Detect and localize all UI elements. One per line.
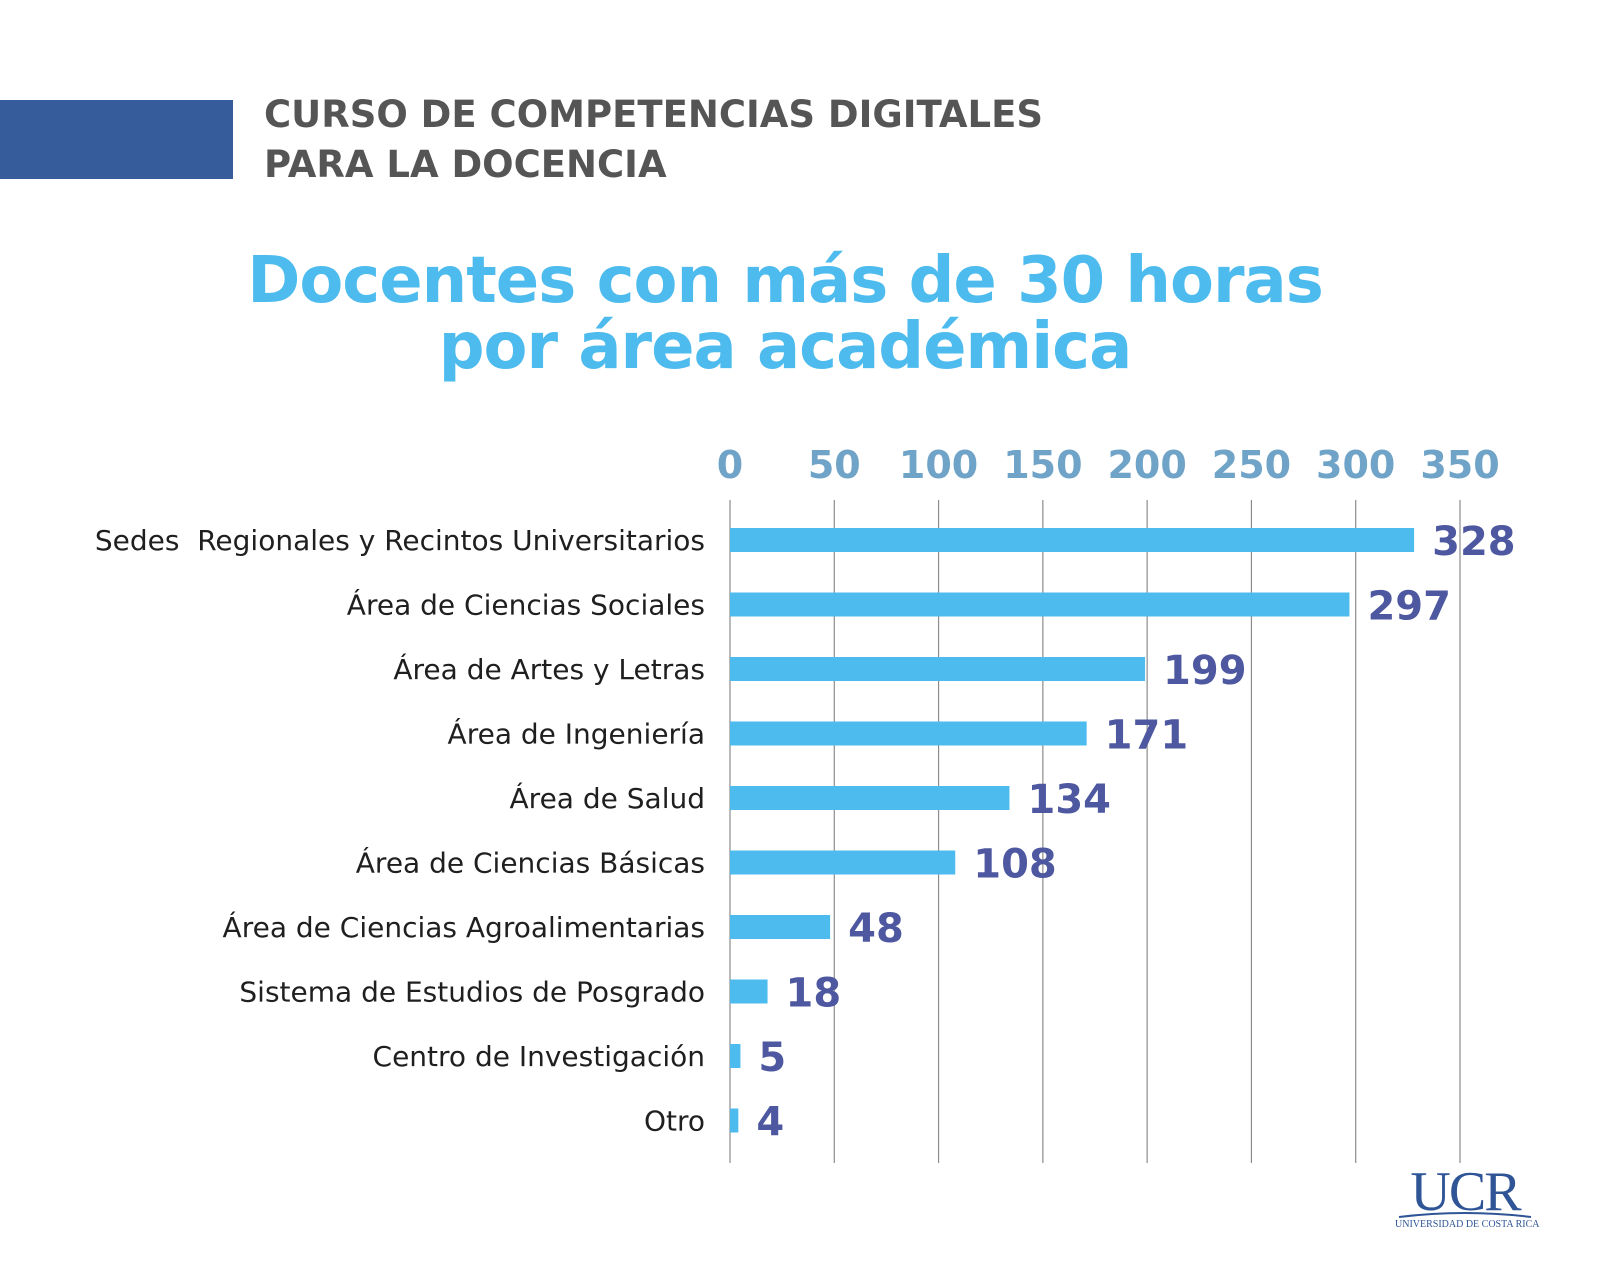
category-labels: Sedes Regionales y Recintos Universitari… [95, 524, 705, 1138]
chart-title-line-2: por área académica [438, 310, 1133, 384]
course-title-line-2: PARA LA DOCENCIA [264, 143, 667, 186]
category-label: Sedes Regionales y Recintos Universitari… [95, 524, 705, 557]
value-label: 134 [1027, 777, 1111, 823]
ucr-logo: UCR UNIVERSIDAD DE COSTA RICA [1395, 1161, 1540, 1233]
value-label: 108 [973, 842, 1056, 888]
course-title: CURSO DE COMPETENCIAS DIGITALES PARA LA … [264, 90, 1043, 190]
value-label: 199 [1163, 648, 1247, 694]
value-label: 4 [756, 1100, 784, 1146]
category-label: Área de Ingeniería [448, 717, 705, 751]
logo-swoosh-icon [1398, 1212, 1532, 1218]
bar [730, 786, 1010, 810]
bar [730, 1108, 739, 1133]
x-tick-label: 200 [1107, 443, 1186, 487]
category-label: Área de Artes y Letras [393, 652, 705, 686]
bar [730, 657, 1146, 681]
bar [730, 915, 831, 939]
value-label: 171 [1105, 713, 1189, 759]
category-label: Área de Ciencias Agroalimentarias [223, 910, 705, 944]
category-label: Área de Ciencias Sociales [347, 588, 705, 622]
bar [730, 528, 1415, 552]
x-tick-label: 150 [1003, 443, 1082, 487]
category-label: Área de Salud [510, 781, 705, 815]
category-label: Otro [644, 1105, 705, 1138]
x-tick-label: 300 [1316, 443, 1395, 487]
x-axis-ticks: 0 50 100 150 200 250 300 350 [717, 443, 1500, 487]
value-label: 297 [1367, 584, 1451, 630]
category-label: Sistema de Estudios de Posgrado [239, 976, 705, 1009]
x-tick-label: 0 [717, 443, 743, 487]
category-label: Área de Ciencias Básicas [356, 846, 705, 880]
x-tick-label: 250 [1212, 443, 1291, 487]
course-title-line-1: CURSO DE COMPETENCIAS DIGITALES [264, 93, 1044, 136]
value-label: 5 [758, 1035, 786, 1081]
bar [730, 850, 956, 875]
bar [730, 1044, 741, 1068]
header-accent-bar [0, 100, 233, 179]
bar [730, 592, 1350, 617]
bar [730, 721, 1087, 746]
x-tick-label: 350 [1420, 443, 1499, 487]
value-label: 328 [1432, 519, 1516, 565]
chart-title: Docentes con más de 30 horas por área ac… [0, 248, 1570, 380]
value-label: 48 [848, 906, 904, 952]
category-label: Centro de Investigación [373, 1040, 705, 1073]
bars [730, 528, 1415, 1133]
chart-title-line-1: Docentes con más de 30 horas [247, 244, 1324, 318]
value-label: 18 [786, 971, 842, 1017]
x-tick-label: 100 [899, 443, 978, 487]
logo-letters: UCR [1410, 1161, 1521, 1223]
bar [730, 979, 768, 1004]
logo-caption: UNIVERSIDAD DE COSTA RICA [1395, 1219, 1540, 1230]
x-tick-label: 50 [808, 443, 861, 487]
